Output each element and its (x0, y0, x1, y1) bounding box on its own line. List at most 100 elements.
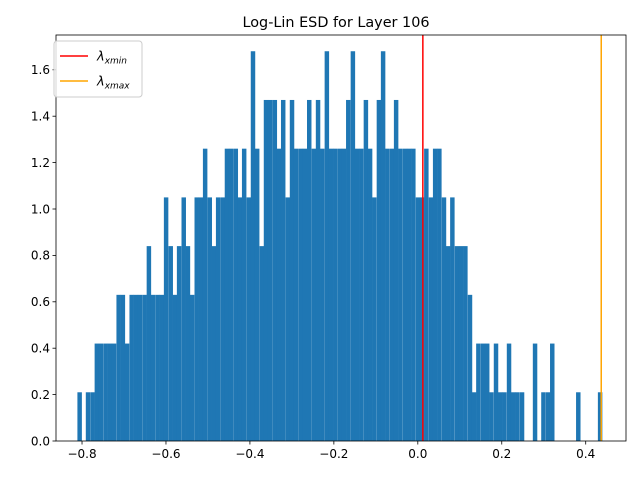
histogram-bar (324, 51, 330, 442)
histogram-bar (315, 99, 321, 442)
histogram-bar (129, 294, 134, 441)
y-tick-label: 1.4 (31, 110, 50, 124)
histogram-bar (489, 392, 494, 441)
histogram-bar (246, 197, 252, 441)
histogram-bar (398, 148, 403, 441)
histogram-bar (155, 294, 160, 441)
y-tick-label: 1.0 (31, 202, 50, 216)
histogram-bar (280, 99, 286, 442)
histogram-bar (376, 99, 382, 442)
histogram-bar (359, 148, 364, 441)
histogram-bar (189, 294, 195, 441)
histogram-bar (259, 246, 265, 441)
histogram-bar (263, 99, 269, 442)
histogram-bar (298, 148, 304, 441)
histogram-bar (289, 99, 295, 442)
histogram-bar (510, 392, 516, 441)
histogram-bar (311, 148, 317, 441)
histogram-bar (550, 343, 555, 441)
histogram-bar (415, 197, 421, 441)
histogram-bar (211, 246, 217, 441)
x-tick-label: −0.6 (151, 447, 180, 461)
histogram-bar (142, 294, 147, 441)
histogram-bar (120, 294, 126, 441)
histogram-bar (98, 343, 104, 441)
histogram-bar (532, 343, 538, 441)
x-tick-label: 0.0 (408, 447, 427, 461)
histogram-bar (428, 197, 434, 441)
histogram-bar (350, 51, 356, 442)
histogram-bar (576, 392, 581, 441)
histogram-bar (202, 148, 208, 441)
histogram-bar (150, 294, 156, 441)
histogram-bar (467, 294, 473, 441)
histogram-bar (341, 148, 347, 441)
histogram-bar (402, 148, 408, 441)
histogram-bar (424, 148, 429, 441)
legend-label-xmin: λxmin (96, 50, 127, 67)
x-tick-label: 0.2 (492, 447, 511, 461)
histogram-bar (506, 343, 512, 441)
histogram-bar (333, 148, 338, 441)
histogram-bar (267, 99, 273, 442)
histogram-bar (515, 392, 520, 441)
histogram-bar (476, 343, 481, 441)
histogram-bar (237, 197, 243, 441)
x-tick-label: −0.4 (235, 447, 264, 461)
histogram-bar (194, 197, 199, 441)
histogram-bar (137, 294, 143, 441)
x-tick-label: −0.8 (67, 447, 96, 461)
histogram-bar (146, 246, 152, 441)
plot-frame (55, 34, 627, 442)
histogram-bar (163, 197, 169, 441)
legend: λxmin λxmax (53, 40, 143, 98)
histogram-bar (111, 343, 117, 441)
histogram-bar (133, 294, 139, 441)
histogram-bar (250, 51, 256, 442)
histogram-bar (107, 343, 113, 441)
histogram-bar (116, 294, 121, 441)
histogram-bar (85, 392, 91, 441)
y-tick-label: 0.2 (31, 388, 50, 402)
histogram-bar (597, 392, 603, 441)
histogram-bar (215, 197, 221, 441)
histogram-bar (228, 148, 234, 441)
histogram-bar (94, 343, 100, 441)
histogram-bar (307, 99, 312, 442)
histogram-bar (354, 148, 360, 441)
histogram-bar (380, 51, 386, 442)
histogram-bar (207, 197, 212, 441)
histogram-bar (328, 148, 334, 441)
histogram-bar (519, 392, 525, 441)
histogram-bar (454, 246, 460, 441)
legend-label-xmax: λxmax (96, 75, 130, 92)
histogram-bar (159, 294, 165, 441)
histogram-bar (480, 343, 486, 441)
x-axis: −0.8 −0.6 −0.4 −0.2 0.0 0.2 0.4 (67, 441, 595, 461)
histogram-bar (463, 246, 468, 441)
histogram-bar (241, 148, 247, 441)
y-tick-label: 0.0 (31, 434, 50, 448)
histogram-bar (432, 148, 438, 441)
threshold-lines (422, 35, 602, 441)
histogram-bar (302, 148, 308, 441)
histogram-bar (337, 148, 343, 441)
y-tick-label: 1.6 (31, 63, 50, 77)
x-tick-label: 0.4 (576, 447, 595, 461)
chart-title: Log-Lin ESD for Layer 106 (242, 15, 429, 31)
histogram-bar (346, 99, 351, 442)
histogram-bar (90, 392, 95, 441)
histogram-bar (493, 343, 499, 441)
histogram-bar (363, 99, 369, 442)
histogram-bar (437, 148, 442, 441)
histogram-bar (77, 392, 82, 441)
histogram-bar (176, 246, 182, 441)
histogram-bar (272, 99, 278, 442)
histogram-bar (450, 197, 455, 441)
histogram-bar (441, 197, 447, 441)
histogram-bar (389, 148, 395, 441)
histogram-bar (168, 246, 173, 441)
histogram-bar (497, 392, 503, 441)
histogram-bar (406, 148, 412, 441)
histogram-bar (285, 197, 291, 441)
